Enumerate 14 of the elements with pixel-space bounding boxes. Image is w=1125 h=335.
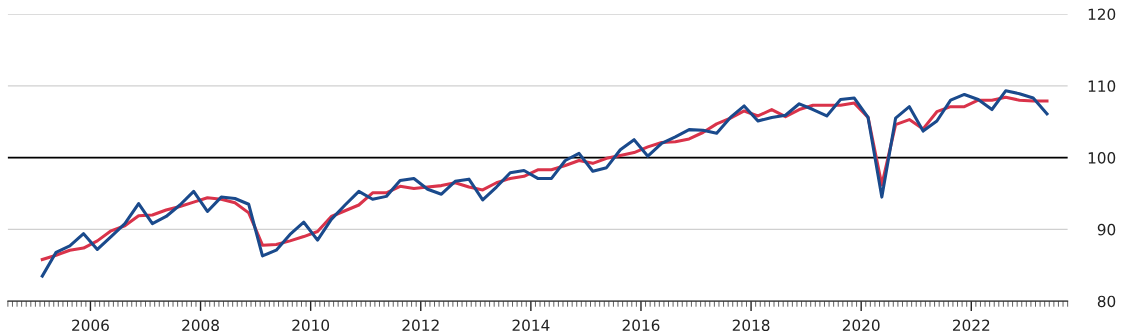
x-tick-label: 2016 bbox=[622, 319, 660, 332]
y-tick-label: 100 bbox=[1088, 152, 1116, 164]
y-tick-label: 90 bbox=[1097, 223, 1116, 236]
x-tick-label: 2022 bbox=[952, 319, 990, 332]
x-tick-label: 2020 bbox=[842, 319, 880, 332]
x-tick-label: 2010 bbox=[292, 319, 330, 332]
y-tick-label: 120 bbox=[1088, 8, 1116, 21]
x-tick-label: 2018 bbox=[732, 319, 770, 332]
x-tick-label: 2008 bbox=[182, 319, 219, 332]
x-tick-label: 2012 bbox=[402, 319, 439, 332]
x-tick-label: 2014 bbox=[512, 319, 550, 332]
y-tick-label: 110 bbox=[1088, 80, 1116, 92]
y-tick-label: 80 bbox=[1097, 295, 1116, 308]
x-tick-label: 2006 bbox=[72, 319, 109, 332]
